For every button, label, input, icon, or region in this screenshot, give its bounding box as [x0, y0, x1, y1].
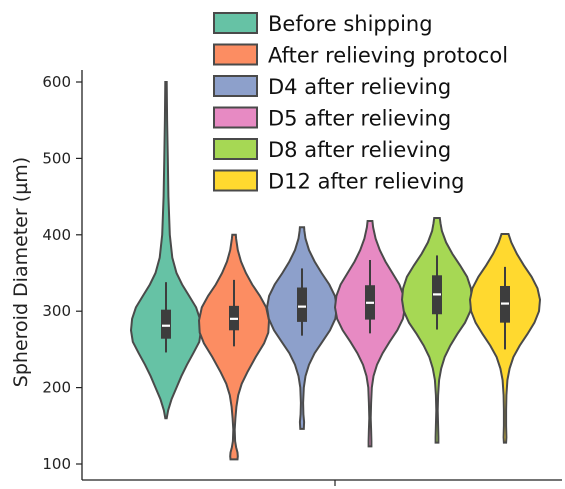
y-tick-label: 500 [42, 149, 71, 167]
legend-swatch [213, 138, 258, 160]
legend-swatch [213, 169, 258, 192]
violin-body [197, 233, 271, 461]
y-axis-label: Spheroid Diameter (µm) [10, 157, 32, 387]
legend-label: After relieving protocol [268, 44, 508, 68]
legend-swatch [213, 43, 258, 66]
legend-label: Before shipping [268, 12, 433, 36]
violin-body [333, 220, 407, 448]
violin-iqr-box [297, 287, 307, 322]
legend: Before shipping After relieving protocol D… [213, 12, 508, 194]
violin-body [129, 81, 203, 420]
legend-label: D12 after relieving [268, 170, 465, 194]
legend-label: D5 after relieving [268, 107, 451, 131]
y-ticks-group: 100 200 300 400 500 600 [42, 73, 82, 473]
legend-label: D4 after relieving [268, 75, 451, 99]
legend-swatch [213, 75, 258, 97]
legend-label: D8 after relieving [268, 138, 451, 162]
y-tick-label: 100 [42, 455, 71, 473]
y-tick-label: 600 [42, 73, 71, 91]
y-tick-label: 300 [42, 302, 71, 320]
y-tick-label: 200 [42, 379, 71, 397]
legend-swatch [213, 12, 258, 34]
axes-group [81, 70, 562, 486]
violin-iqr-box [161, 309, 171, 339]
violin-body [400, 217, 474, 444]
y-tick-label: 400 [42, 226, 71, 244]
violins-group [129, 81, 542, 461]
legend-swatch [213, 106, 258, 129]
